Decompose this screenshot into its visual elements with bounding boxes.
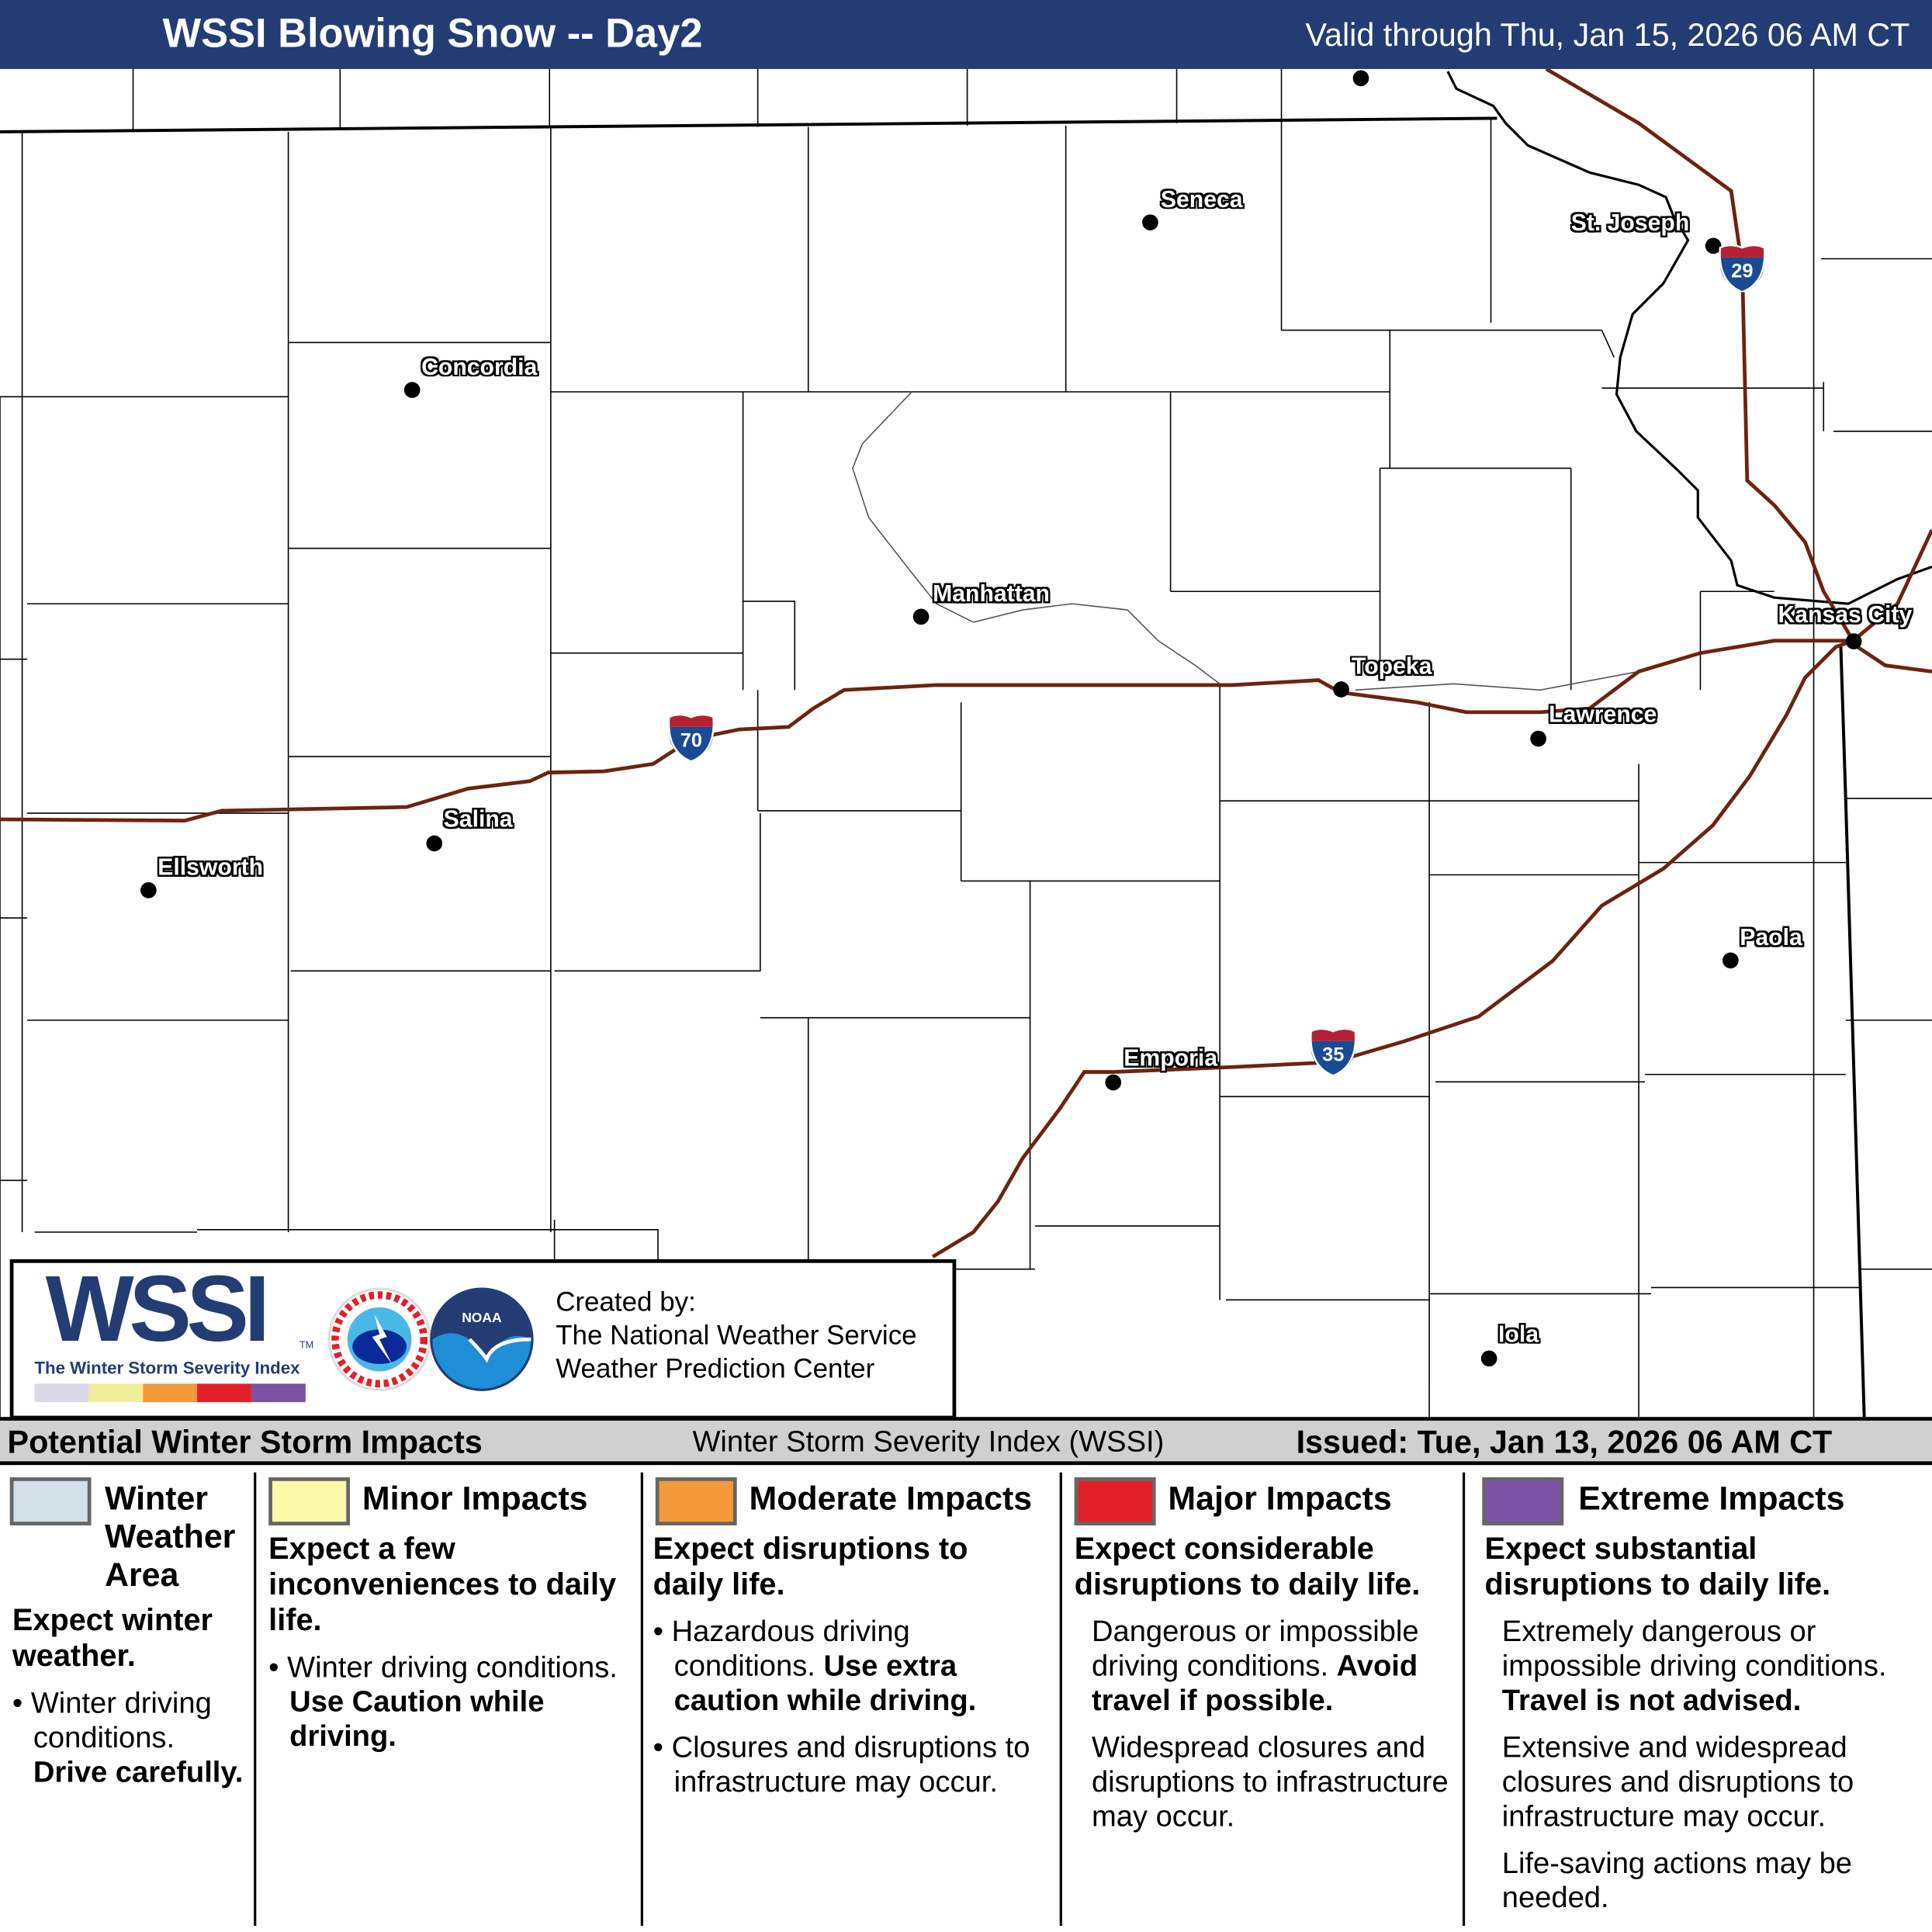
product-title: WSSI Blowing Snow -- Day2 [162,9,703,56]
org-nws: The National Weather Service [556,1319,917,1351]
category-detail: • Winter driving conditions. Use Caution… [268,1650,618,1754]
legend-header: Potential Winter Storm Impacts Winter St… [0,1420,1932,1466]
city-dot [1352,70,1369,87]
color-swatch [9,1477,92,1525]
nws-logo-icon [327,1287,431,1391]
category-detail: Extremely dangerous or impossible drivin… [1501,1615,1887,1718]
city-dot [426,835,443,852]
shield-number: 70 [680,730,702,752]
category-label: Winter Weather Area [104,1480,236,1594]
category-headline: Expect substantial disruptions to daily … [1484,1531,1831,1602]
shield-number: 29 [1731,261,1754,282]
column-divider [1059,1472,1062,1927]
color-swatch [655,1477,737,1525]
column-divider [254,1472,257,1927]
county-boundaries [0,68,1932,1418]
valid-time: Valid through Thu, Jan 15, 2026 06 AM CT [1305,16,1910,54]
city-label: Emporia [1124,1046,1218,1072]
city-label: St. Joseph [1570,210,1690,237]
shield-number: 35 [1322,1044,1345,1066]
issued-time: Issued: Tue, Jan 13, 2026 06 AM CT [1296,1423,1833,1460]
category-detail-3: Life-saving actions may be needed. [1501,1847,1853,1915]
interstate-shield-icon: 70 [667,712,716,763]
category-detail: Dangerous or impossible driving conditio… [1091,1615,1419,1718]
interstate-highways [0,68,1932,1259]
city-label: Seneca [1160,187,1243,213]
city-dot [1723,952,1739,969]
severity-color-bar [34,1383,306,1403]
category-detail: • Winter driving conditions. Drive caref… [12,1686,244,1789]
column-divider [640,1472,643,1927]
city-dot [1845,633,1862,649]
i-70-route [0,639,1932,822]
city-label: Concordia [421,355,538,381]
category-detail-2: • Closures and disruptions to infrastruc… [653,1731,1030,1799]
category-detail-2: Extensive and widespread closures and di… [1501,1731,1854,1833]
city-label: Kansas City [1778,602,1913,628]
city-label: Iola [1498,1321,1539,1349]
city-dot [1705,237,1722,254]
svg-text:NOAA: NOAA [462,1310,502,1325]
category-headline: Expect a few inconveniences to daily lif… [268,1531,617,1638]
map [0,68,1932,1418]
trademark: TM [299,1339,314,1351]
created-by-label: Created by: [556,1286,696,1317]
wssi-logo: WSSI [45,1256,270,1362]
legend-column-minor: Minor Impacts Expect a few inconvenience… [256,1465,640,1932]
category-headline: Expect considerable disruptions to daily… [1074,1531,1421,1602]
legend-column-winter-weather-area: Winter Weather Area Expect winter weathe… [0,1465,254,1932]
city-label: Manhattan [933,581,1050,608]
legend-title: Potential Winter Storm Impacts [7,1423,483,1460]
city-label: Topeka [1352,654,1432,680]
city-dot [1333,681,1349,698]
noaa-logo-icon: NOAA [430,1287,534,1391]
color-swatch [1482,1477,1564,1525]
logo-panel: WSSI TM The Winter Storm Severity Index … [9,1256,957,1420]
wssi-tagline: The Winter Storm Severity Index [34,1357,300,1378]
header-bar: WSSI Blowing Snow -- Day2 Valid through … [0,0,1932,69]
city-label: Paola [1740,925,1802,951]
category-label: Minor Impacts [362,1480,588,1517]
interstate-shield-icon: 35 [1308,1027,1358,1077]
city-dot [1142,214,1158,230]
credits: Created by: The National Weather Service… [556,1285,916,1385]
impact-legend: Potential Winter Storm Impacts Winter St… [0,1417,1932,1932]
city-label: Salina [443,807,513,833]
state-boundaries [0,116,1866,1418]
category-label: Extreme Impacts [1578,1480,1845,1517]
city-dot [1530,730,1546,747]
color-swatch [1074,1477,1156,1525]
legend-index-name: Winter Storm Severity Index (WSSI) [692,1425,1165,1459]
i-29-route [1545,68,1932,644]
city-dot [912,608,930,625]
city-label: Ellsworth [158,855,264,881]
org-wpc: Weather Prediction Center [556,1352,875,1384]
legend-column-major: Major Impacts Expect considerable disrup… [1062,1465,1463,1932]
legend-column-moderate: Moderate Impacts Expect disruptions to d… [643,1465,1060,1932]
i-35-route [931,639,1854,1259]
category-headline: Expect disruptions to daily life. [653,1531,968,1602]
category-headline: Expect winter weather. [12,1603,213,1674]
city-label: Lawrence [1549,702,1657,729]
category-label: Moderate Impacts [749,1480,1033,1517]
color-swatch [268,1477,350,1525]
category-detail: • Hazardous driving conditions. Use extr… [653,1615,977,1718]
city-dot [1480,1350,1497,1367]
interstate-shield-icon: 29 [1718,243,1768,293]
category-detail-2: Widespread closures and disruptions to i… [1091,1731,1449,1833]
city-dot [1105,1074,1122,1091]
city-dot [140,882,157,898]
city-dot [403,382,421,398]
legend-column-extreme: Extreme Impacts Expect substantial disru… [1465,1465,1930,1932]
category-label: Major Impacts [1168,1480,1392,1517]
column-divider [1462,1472,1466,1927]
